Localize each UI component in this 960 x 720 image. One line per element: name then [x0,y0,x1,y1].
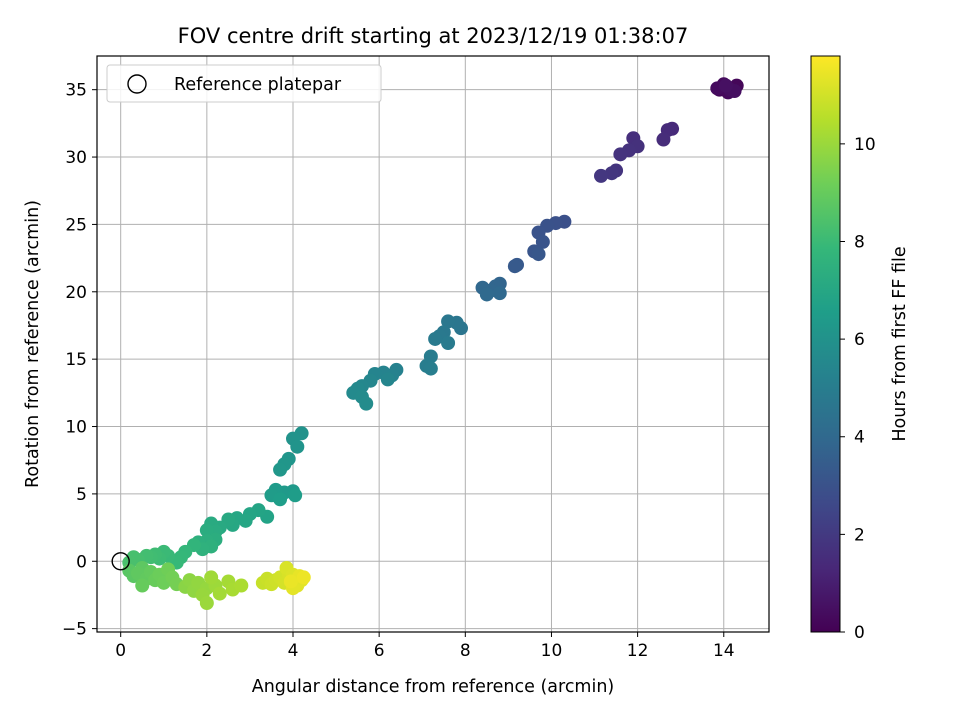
x-tick-label: 12 [627,641,649,661]
colorbar-tick-label: 0 [854,623,865,643]
data-point [234,578,249,593]
y-axis-ticks: −5 0 5 10 15 20 25 30 35 [62,81,97,640]
colorbar-tick-label: 10 [854,135,876,155]
data-point [380,372,395,387]
x-tick-label: 14 [713,641,735,661]
data-point [492,286,507,301]
x-axis-label: Angular distance from reference (arcmin) [252,677,615,697]
legend: Reference platepar [106,64,382,103]
colorbar-label: Hours from first FF file [890,246,910,441]
data-point [359,396,374,411]
y-tick-label: 5 [76,485,87,505]
y-tick-label: 20 [65,283,87,303]
data-point [604,166,619,181]
y-tick-label: −5 [62,620,87,640]
chart-title: FOV centre drift starting at 2023/12/19 … [178,24,689,48]
data-point [428,331,443,346]
x-tick-label: 8 [460,641,471,661]
legend-box [106,64,382,103]
plot-area-frame [96,55,770,633]
data-point [290,439,305,454]
data-point [594,168,608,183]
colorbar-tick-label: 8 [854,232,865,252]
data-point [135,578,150,593]
data-point [718,78,733,93]
x-tick-label: 10 [541,641,563,661]
reference-platepar-marker [111,552,130,571]
x-tick-label: 6 [374,641,385,661]
x-tick-label: 4 [288,641,299,661]
data-point [479,287,494,302]
y-tick-label: 15 [65,350,87,370]
legend-marker-icon [127,74,147,94]
x-tick-label: 0 [115,641,126,661]
data-point [288,488,303,503]
data-point [199,596,214,611]
data-point [613,147,628,162]
scatter-points [122,77,744,611]
data-point [273,462,288,477]
legend-entry-label: Reference platepar [174,75,342,95]
y-tick-label: 25 [65,215,87,235]
y-tick-label: 35 [65,81,87,101]
data-point [296,570,311,585]
colorbar-ticks: 0 2 4 6 8 10 [840,135,876,643]
data-point [441,314,456,329]
data-point [531,247,546,262]
data-point [656,132,671,147]
data-point [273,492,288,507]
data-point [199,523,214,538]
y-axis-label: Rotation from reference (arcmin) [23,200,43,488]
colorbar-tick-label: 2 [854,525,865,545]
colorbar-tick-label: 4 [854,428,865,448]
x-axis-ticks: 0 2 4 6 8 10 12 14 [115,632,735,661]
y-tick-label: 30 [65,148,87,168]
colorbar-tick-label: 6 [854,330,865,350]
data-point [441,335,456,350]
data-point [535,234,550,249]
colorbar [810,55,841,633]
data-point [204,570,219,585]
data-point [212,586,227,601]
data-point [507,259,522,274]
y-tick-label: 0 [76,552,87,572]
data-point [423,361,438,376]
x-tick-label: 2 [201,641,212,661]
data-point [283,574,298,589]
y-tick-label: 10 [65,418,87,438]
